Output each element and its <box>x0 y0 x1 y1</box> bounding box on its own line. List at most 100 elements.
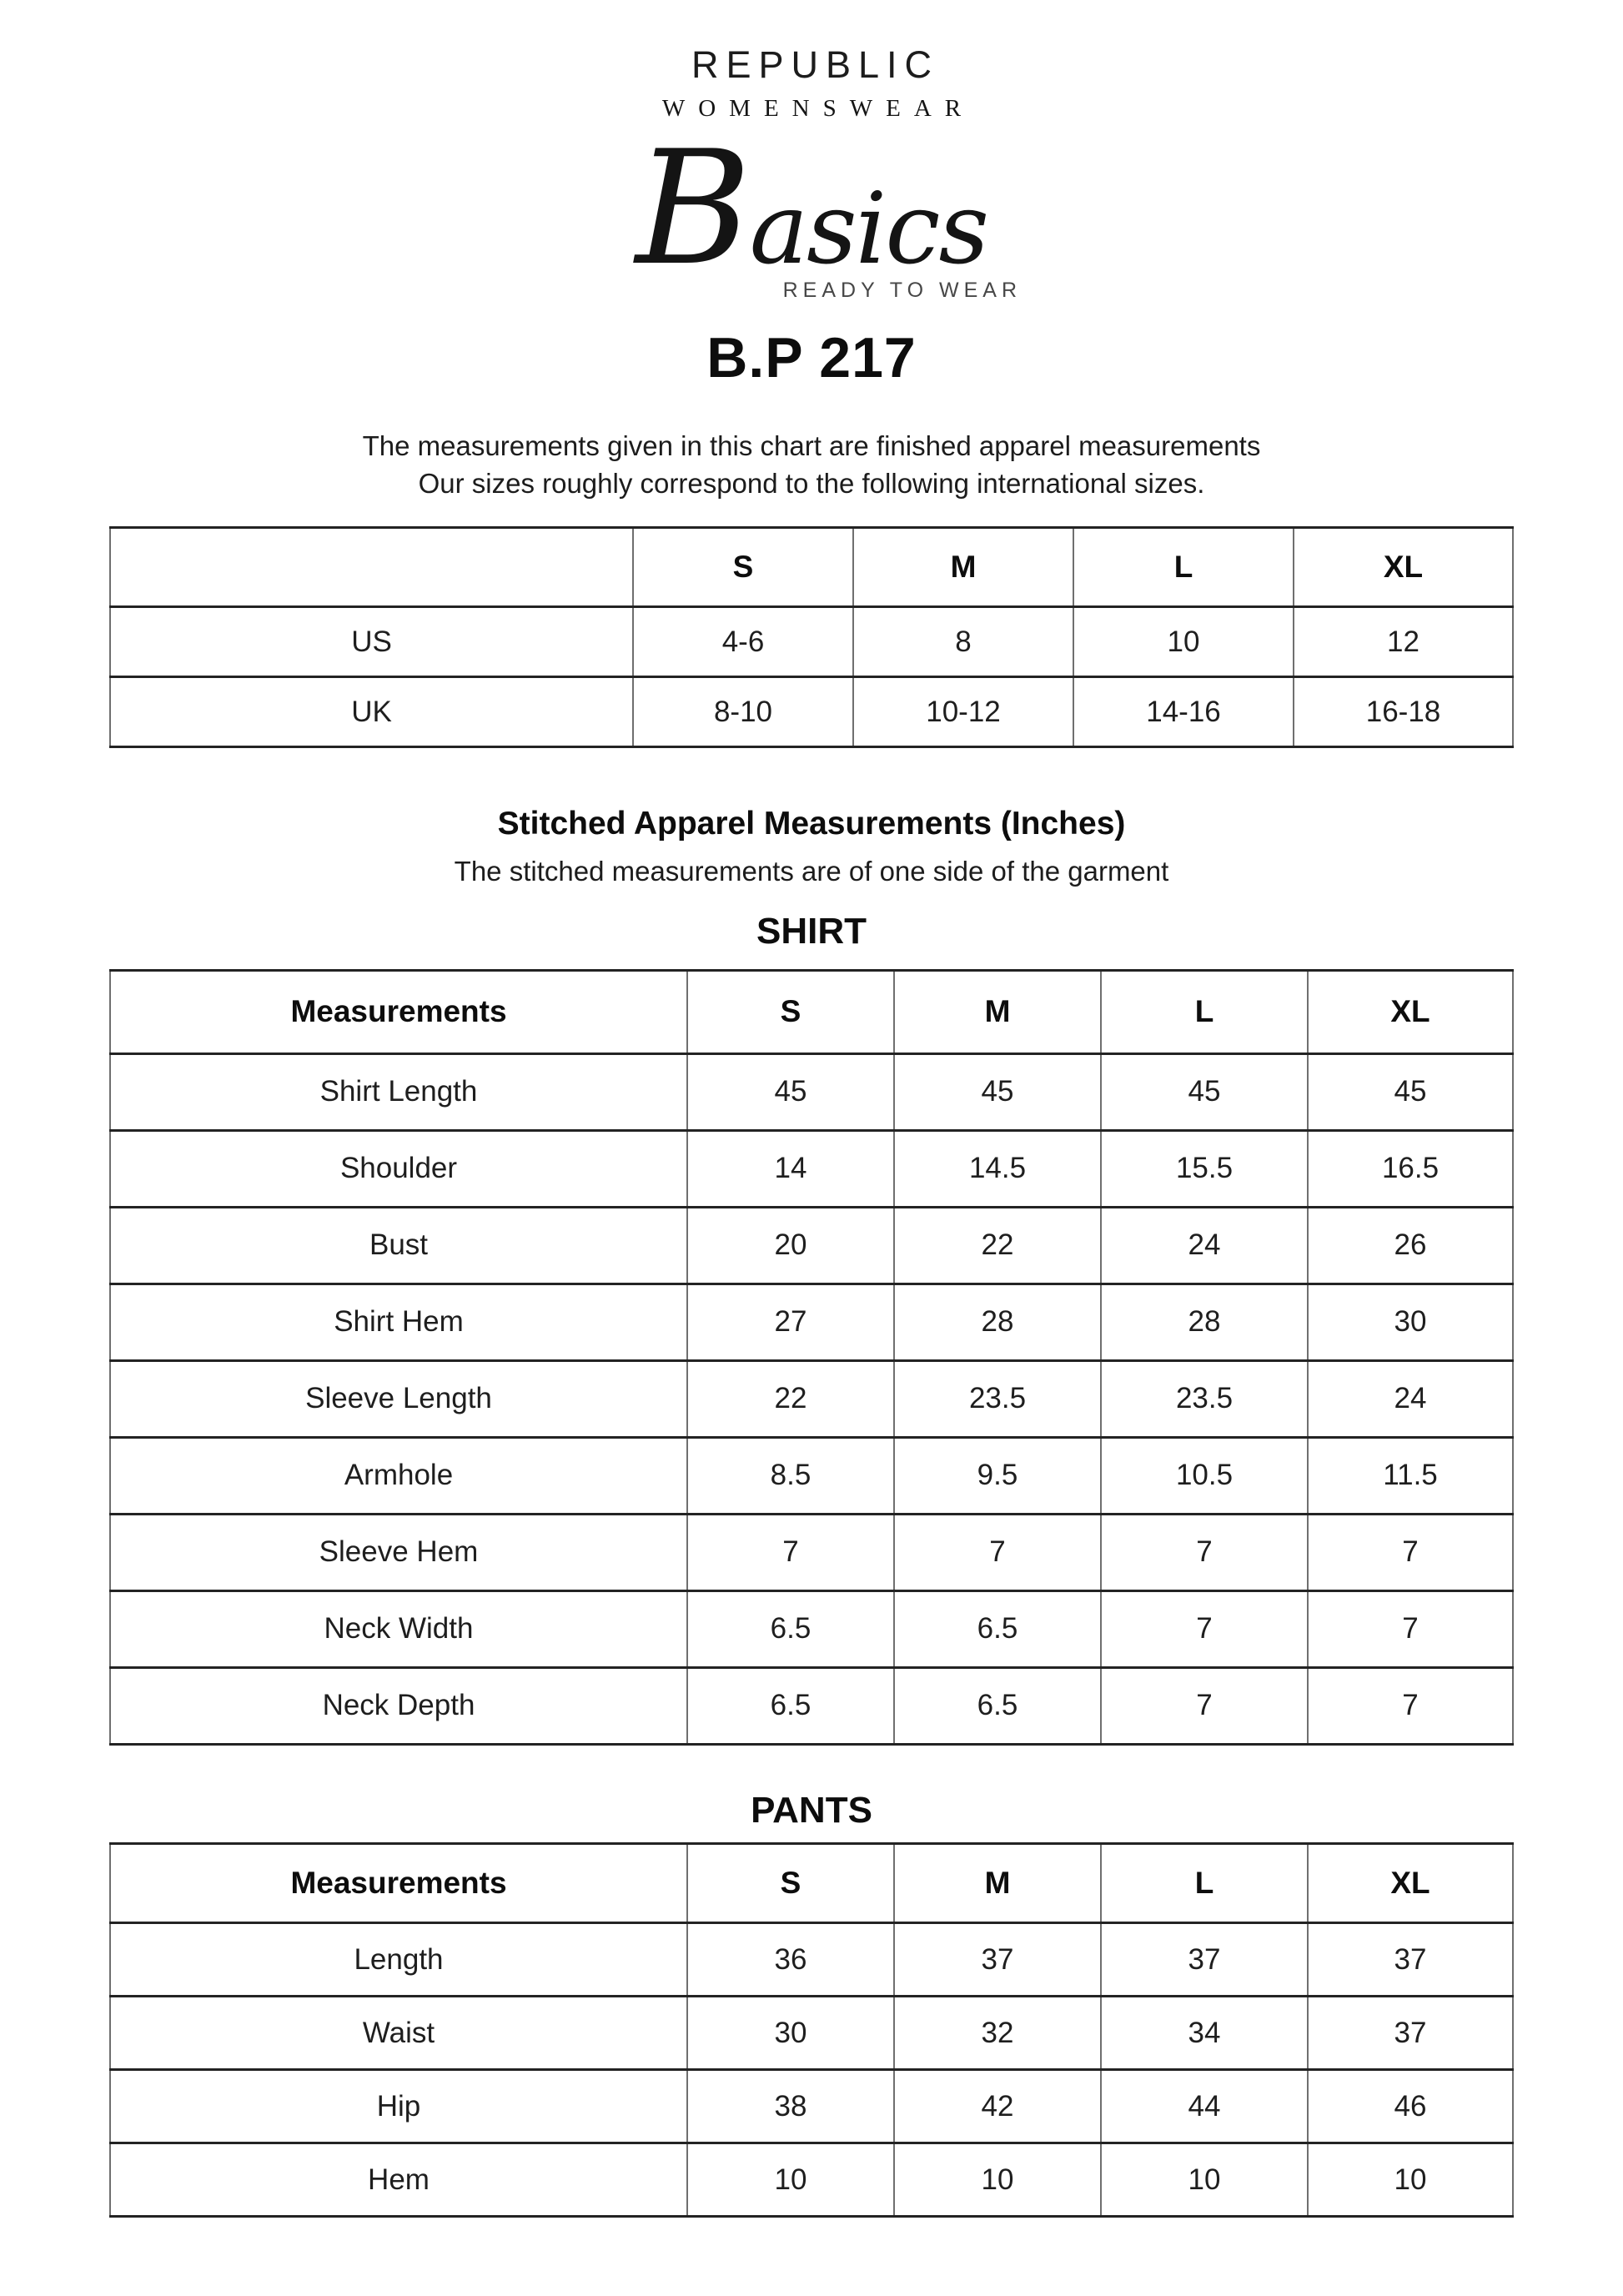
table-row-shirt-length: Shirt Length 45 45 45 45 <box>110 1053 1513 1131</box>
header-cell-l: L <box>1073 527 1294 607</box>
intro-line-1: The measurements given in this chart are… <box>362 430 1261 462</box>
intro-line-2: Our sizes roughly correspond to the foll… <box>418 468 1205 500</box>
cell: 6.5 <box>893 1667 1101 1745</box>
cell: 16.5 <box>1307 1130 1513 1208</box>
row-label: Neck Depth <box>322 1689 475 1722</box>
cell: 27 <box>686 1284 894 1361</box>
cell: 7 <box>1307 1590 1513 1668</box>
cell: 44 <box>1100 2069 1308 2143</box>
cell: 45 <box>893 1053 1101 1131</box>
table-row-uk: UK 8-10 10-12 14-16 16-18 <box>110 676 1513 747</box>
cell: 20 <box>686 1207 894 1284</box>
header-cell-s: S <box>686 970 894 1054</box>
cell: 30 <box>1307 1284 1513 1361</box>
cell: 11.5 <box>1307 1437 1513 1515</box>
cell: 10 <box>893 2143 1101 2217</box>
table-row-us: US 4-6 8 10 12 <box>110 606 1513 677</box>
cell: 45 <box>1100 1053 1308 1131</box>
table-row-bust: Bust 20 22 24 26 <box>110 1207 1513 1284</box>
cell: 10.5 <box>1100 1437 1308 1515</box>
row-label: Armhole <box>344 1459 454 1492</box>
section-subtitle: The stitched measurements are of one sid… <box>454 855 1169 887</box>
cell: 8.5 <box>686 1437 894 1515</box>
row-label: Sleeve Hem <box>319 1535 479 1569</box>
cell: 23.5 <box>893 1360 1101 1438</box>
cell: 46 <box>1307 2069 1513 2143</box>
cell: 6.5 <box>686 1667 894 1745</box>
cell: 7 <box>686 1514 894 1591</box>
table-row-waist: Waist 30 32 34 37 <box>110 1996 1513 2070</box>
table-row-hem: Hem 10 10 10 10 <box>110 2143 1513 2217</box>
cell: 22 <box>893 1207 1101 1284</box>
cell: 23.5 <box>1100 1360 1308 1438</box>
table-row-length: Length 36 37 37 37 <box>110 1922 1513 1997</box>
table-header-row: S M L XL <box>110 527 1513 607</box>
row-label: Hem <box>368 2163 430 2196</box>
cell: 15.5 <box>1100 1130 1308 1208</box>
cell: 14.5 <box>893 1130 1101 1208</box>
basics-logo-script: Basics <box>635 116 989 300</box>
table-row-neck-depth: Neck Depth 6.5 6.5 7 7 <box>110 1667 1513 1745</box>
row-label: Neck Width <box>324 1612 474 1645</box>
header-cell-xl: XL <box>1293 527 1513 607</box>
cell: 14-16 <box>1073 676 1294 747</box>
header-cell-s: S <box>632 527 853 607</box>
cell: 7 <box>1307 1667 1513 1745</box>
pants-measurements-table: Measurements S M L XL Length 36 37 37 37… <box>109 1842 1514 2218</box>
header-cell-l: L <box>1100 1843 1308 1923</box>
cell: 24 <box>1307 1360 1513 1438</box>
cell: 37 <box>1307 1996 1513 2070</box>
basics-logo: Basics READY TO WEAR <box>495 116 1128 303</box>
cell: 22 <box>686 1360 894 1438</box>
cell: 28 <box>893 1284 1101 1361</box>
row-label: Shoulder <box>339 1152 458 1185</box>
header-cell-m: M <box>893 970 1101 1054</box>
row-label: Waist <box>362 2016 435 2049</box>
row-label: UK <box>351 695 392 728</box>
cell: 8 <box>852 606 1073 677</box>
table-row-hip: Hip 38 42 44 46 <box>110 2069 1513 2143</box>
table-header-row: Measurements S M L XL <box>110 1843 1513 1923</box>
section-title: Stitched Apparel Measurements (Inches) <box>497 806 1126 842</box>
table-row-sleeve-length: Sleeve Length 22 23.5 23.5 24 <box>110 1360 1513 1438</box>
cell: 10 <box>1073 606 1294 677</box>
header-cell-l: L <box>1100 970 1308 1054</box>
row-label: Shirt Length <box>319 1075 478 1108</box>
cell: 30 <box>686 1996 894 2070</box>
header-cell-s: S <box>686 1843 894 1923</box>
cell: 10 <box>1100 2143 1308 2217</box>
table-row-neck-width: Neck Width 6.5 6.5 7 7 <box>110 1590 1513 1668</box>
header-cell-m: M <box>893 1843 1101 1923</box>
cell: 8-10 <box>632 676 853 747</box>
header-cell-xl: XL <box>1307 970 1513 1054</box>
cell: 7 <box>1100 1514 1308 1591</box>
table-row-shirt-hem: Shirt Hem 27 28 28 30 <box>110 1284 1513 1361</box>
brand-name: REPUBLIC <box>691 43 940 86</box>
cell: 6.5 <box>893 1590 1101 1668</box>
cell: 24 <box>1100 1207 1308 1284</box>
header-cell-m: M <box>852 527 1073 607</box>
cell: 7 <box>1100 1667 1308 1745</box>
shirt-measurements-table: Measurements S M L XL Shirt Length 45 45… <box>109 968 1514 1746</box>
cell: 45 <box>686 1053 894 1131</box>
header-cell-blank <box>110 528 633 607</box>
row-label: Hip <box>376 2089 421 2123</box>
header-cell-xl: XL <box>1307 1843 1513 1923</box>
cell: 26 <box>1307 1207 1513 1284</box>
cell: 4-6 <box>632 606 853 677</box>
cell: 28 <box>1100 1284 1308 1361</box>
header-cell-measurements: Measurements <box>290 1866 507 1901</box>
table-row-shoulder: Shoulder 14 14.5 15.5 16.5 <box>110 1130 1513 1208</box>
brand-subtitle: WOMENSWEAR <box>661 94 975 122</box>
cell: 37 <box>893 1922 1101 1997</box>
brand-header: REPUBLIC WOMENSWEAR Basics READY TO WEAR <box>0 43 1623 302</box>
row-label: US <box>351 625 392 658</box>
cell: 9.5 <box>893 1437 1101 1515</box>
row-label: Length <box>354 1942 444 1976</box>
row-label: Sleeve Length <box>305 1382 492 1415</box>
cell: 12 <box>1293 606 1513 677</box>
table-row-sleeve-hem: Sleeve Hem 7 7 7 7 <box>110 1514 1513 1591</box>
cell: 36 <box>686 1922 894 1997</box>
cell: 16-18 <box>1293 676 1513 747</box>
cell: 10 <box>686 2143 894 2217</box>
